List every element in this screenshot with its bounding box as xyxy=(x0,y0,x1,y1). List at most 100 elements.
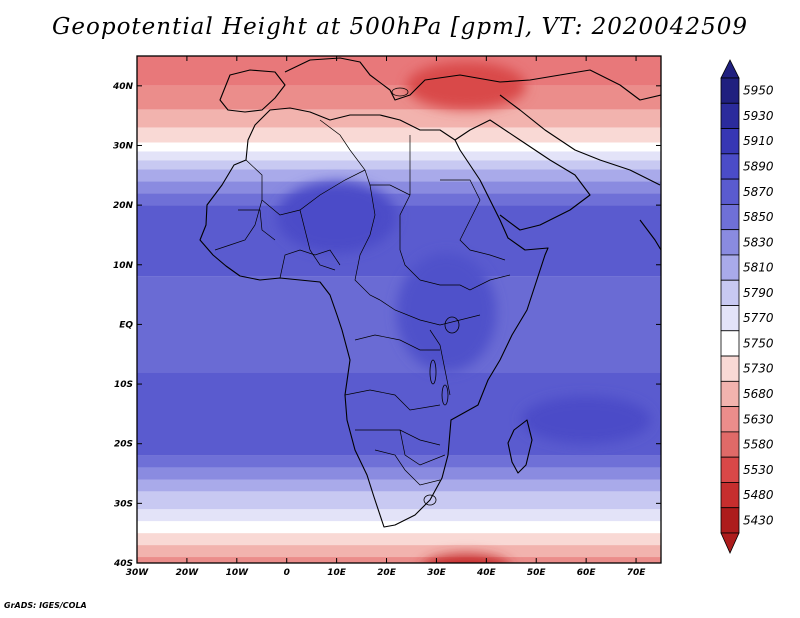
colorbar-swatch xyxy=(720,482,740,509)
arabia-coastline xyxy=(454,119,591,231)
y-tick-label: 20S xyxy=(114,440,133,450)
iberia-coastline xyxy=(219,69,286,113)
height-band xyxy=(137,181,661,194)
colorbar-label: 5630 xyxy=(743,412,774,426)
height-band xyxy=(137,151,661,161)
x-tick-label: 60E xyxy=(577,568,597,578)
map-frame xyxy=(136,55,662,564)
colorbar-label: 5950 xyxy=(743,84,774,98)
colorbar-top-arrow xyxy=(720,59,740,79)
x-tick-label: 50E xyxy=(527,568,547,578)
colorbar-label: 5850 xyxy=(743,210,774,224)
lakes xyxy=(391,87,460,506)
madagascar-coastline xyxy=(507,419,533,474)
height-band xyxy=(137,127,661,143)
y-tick-label: 10N xyxy=(113,261,134,271)
height-band xyxy=(137,509,661,522)
colorbar-label: 5530 xyxy=(743,463,774,477)
height-band xyxy=(137,479,661,492)
y-tick-label: EQ xyxy=(119,320,133,330)
height-band xyxy=(137,109,661,128)
east-africa-high xyxy=(396,252,497,373)
colorbar-swatch xyxy=(720,279,740,306)
europe-coastline xyxy=(284,57,561,101)
colorbar-swatch xyxy=(720,507,740,534)
colorbar-swatch xyxy=(720,406,740,433)
south-low xyxy=(425,554,508,563)
colorbar-swatch xyxy=(720,203,740,231)
colorbar-swatch xyxy=(720,153,740,180)
x-tick-label: 70E xyxy=(627,568,647,578)
turkey-low xyxy=(406,61,527,110)
x-tick-label: 0 xyxy=(284,568,290,578)
colorbar-label: 5810 xyxy=(743,261,774,275)
y-tick-label: 30N xyxy=(113,141,134,151)
colorbar-swatch xyxy=(720,77,740,104)
height-band xyxy=(137,533,661,546)
colorbar-label: 5830 xyxy=(743,235,774,249)
height-band xyxy=(137,467,661,480)
country-borders xyxy=(214,119,511,486)
height-band xyxy=(137,169,661,182)
colorbar-label: 5580 xyxy=(743,438,774,452)
x-tick-label: 30E xyxy=(427,568,447,578)
y-tick-label: 20N xyxy=(113,201,134,211)
indian-ocean-high xyxy=(521,395,652,444)
chart-title: Geopotential Height at 500hPa [gpm], VT:… xyxy=(52,14,748,40)
colorbar-label: 5770 xyxy=(743,311,774,325)
colorbar-swatch xyxy=(720,431,740,458)
colorbar: 5950 5930 5910 5890 5870 5850 5830 5810 5790 5770… xyxy=(720,59,774,554)
height-band xyxy=(137,557,661,563)
colorbar-swatch xyxy=(720,330,740,357)
colorbar-bottom-arrow xyxy=(720,532,740,554)
colorbar-label: 5480 xyxy=(743,488,774,502)
colorbar-label: 5750 xyxy=(743,336,774,350)
colorbar-label: 5890 xyxy=(743,159,774,173)
y-tick-label: 40S xyxy=(113,559,133,569)
height-band xyxy=(137,521,661,534)
height-band xyxy=(137,56,661,86)
africa-coastline xyxy=(199,107,549,528)
y-tick-label: 10S xyxy=(114,380,133,390)
height-anomaly-blobs xyxy=(276,61,652,563)
x-tick-label: 40E xyxy=(476,568,497,578)
y-tick-label: 30S xyxy=(114,499,133,509)
height-band xyxy=(137,142,661,152)
height-band xyxy=(137,545,661,558)
colorbar-label: 5870 xyxy=(743,185,774,199)
colorbar-swatch xyxy=(720,128,740,155)
colorbar-swatch xyxy=(720,254,740,281)
height-band xyxy=(137,85,661,110)
colorbar-swatch xyxy=(720,229,740,256)
sahara-high xyxy=(276,181,397,253)
sri-lanka-india xyxy=(639,219,661,251)
x-tick-label: 20E xyxy=(377,568,397,578)
colorbar-label: 5730 xyxy=(743,362,774,376)
colorbar-label: 5790 xyxy=(743,286,774,300)
x-tick-label: 30W xyxy=(126,568,150,578)
colorbar-swatch xyxy=(720,102,740,129)
height-band xyxy=(137,193,661,206)
height-band xyxy=(137,160,661,170)
coastlines xyxy=(199,57,661,528)
colorbar-label: 5930 xyxy=(743,109,774,123)
x-tick-label: 10E xyxy=(327,568,347,578)
map-axes: 30W 20W 10W 0 10E 20E 30E 40E 50E 60E 70E 40N 30N 20N… xyxy=(112,56,661,578)
colorbar-label: 5910 xyxy=(743,134,774,148)
colorbar-swatch xyxy=(720,380,740,408)
height-band xyxy=(137,491,661,510)
grads-credit: GrADS: IGES/COLA xyxy=(4,601,87,610)
asia-north-coast xyxy=(559,69,661,101)
x-tick-label: 20W xyxy=(176,568,200,578)
colorbar-swatch xyxy=(720,456,740,483)
colorbar-label: 5430 xyxy=(743,513,774,527)
colorbar-swatch xyxy=(720,355,740,382)
height-band xyxy=(137,205,661,277)
colorbar-label: 5680 xyxy=(743,387,774,401)
persian-gulf-coast xyxy=(499,94,661,186)
x-tick-label: 10W xyxy=(226,568,250,578)
y-tick-label: 40N xyxy=(112,82,134,92)
colorbar-swatch xyxy=(720,305,740,332)
colorbar-swatch xyxy=(720,178,740,205)
